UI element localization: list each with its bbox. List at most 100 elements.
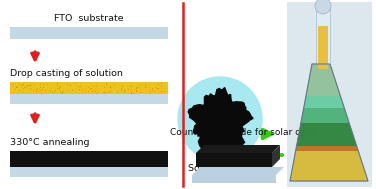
Point [128, 84, 134, 87]
Point [128, 84, 134, 87]
FancyBboxPatch shape [316, 6, 330, 69]
Point [87, 88, 93, 91]
Point [59, 90, 65, 93]
Point [125, 88, 131, 91]
Point [135, 85, 141, 88]
Point [77, 84, 83, 87]
Point [34, 86, 40, 89]
Polygon shape [272, 145, 280, 167]
Polygon shape [196, 145, 280, 153]
Point [28, 88, 34, 91]
Point [35, 89, 41, 92]
Point [143, 83, 149, 86]
Polygon shape [301, 108, 349, 123]
Point [10, 82, 16, 85]
FancyBboxPatch shape [10, 167, 168, 177]
Point [47, 89, 53, 92]
Point [60, 90, 66, 93]
Point [39, 83, 45, 86]
Polygon shape [290, 151, 368, 181]
Point [128, 91, 134, 94]
Polygon shape [304, 96, 344, 108]
Point [137, 90, 143, 93]
FancyBboxPatch shape [318, 26, 328, 69]
Point [57, 85, 63, 88]
FancyBboxPatch shape [196, 153, 272, 167]
Point [67, 83, 73, 86]
Polygon shape [192, 167, 284, 175]
Point [143, 84, 149, 87]
Point [39, 88, 45, 91]
Point [26, 83, 32, 86]
Point [88, 86, 94, 89]
Point [82, 90, 88, 93]
Point [128, 91, 134, 94]
Point [89, 88, 96, 91]
Point [79, 89, 85, 92]
FancyBboxPatch shape [192, 175, 276, 183]
Point [56, 86, 62, 89]
Polygon shape [290, 64, 368, 181]
Point [133, 89, 139, 92]
Point [23, 85, 29, 88]
Point [89, 90, 95, 93]
Point [155, 87, 161, 90]
Point [57, 88, 63, 91]
Point [114, 89, 120, 92]
Point [12, 87, 18, 90]
Polygon shape [306, 64, 340, 96]
Point [33, 89, 39, 92]
Point [44, 83, 50, 86]
Point [37, 88, 43, 91]
Polygon shape [296, 146, 358, 151]
Point [133, 87, 139, 90]
Point [152, 86, 158, 89]
Point [49, 91, 55, 94]
Point [27, 84, 33, 87]
Point [38, 86, 44, 89]
Point [85, 85, 91, 88]
Point [126, 85, 132, 88]
Point [19, 90, 25, 93]
Text: Solid  powder: Solid powder [188, 164, 252, 173]
Point [58, 91, 64, 94]
Point [93, 91, 99, 94]
Text: 330°C annealing: 330°C annealing [10, 138, 89, 147]
Point [105, 91, 111, 94]
Point [103, 82, 109, 85]
Point [64, 83, 70, 86]
Point [158, 85, 164, 88]
Point [100, 91, 106, 94]
Point [21, 85, 27, 88]
Point [54, 87, 60, 90]
Point [146, 85, 152, 88]
Point [106, 90, 112, 93]
Point [20, 83, 26, 86]
Point [102, 91, 108, 94]
Point [54, 84, 60, 87]
FancyBboxPatch shape [10, 151, 168, 167]
Point [52, 89, 58, 92]
Point [158, 89, 164, 92]
Point [146, 91, 152, 94]
Point [107, 86, 113, 89]
Circle shape [315, 0, 331, 14]
Point [142, 85, 148, 88]
Point [33, 87, 39, 90]
Point [121, 88, 127, 91]
Point [59, 91, 65, 94]
Point [16, 82, 22, 85]
Point [107, 85, 113, 88]
Point [54, 82, 60, 85]
Point [14, 85, 20, 88]
Point [24, 84, 30, 87]
Point [158, 82, 164, 85]
Point [75, 84, 81, 87]
Point [103, 82, 109, 85]
Point [20, 86, 26, 89]
Point [119, 84, 125, 88]
Point [96, 89, 102, 92]
Text: FTO  substrate: FTO substrate [54, 14, 124, 23]
Point [85, 89, 91, 92]
Point [121, 91, 127, 94]
